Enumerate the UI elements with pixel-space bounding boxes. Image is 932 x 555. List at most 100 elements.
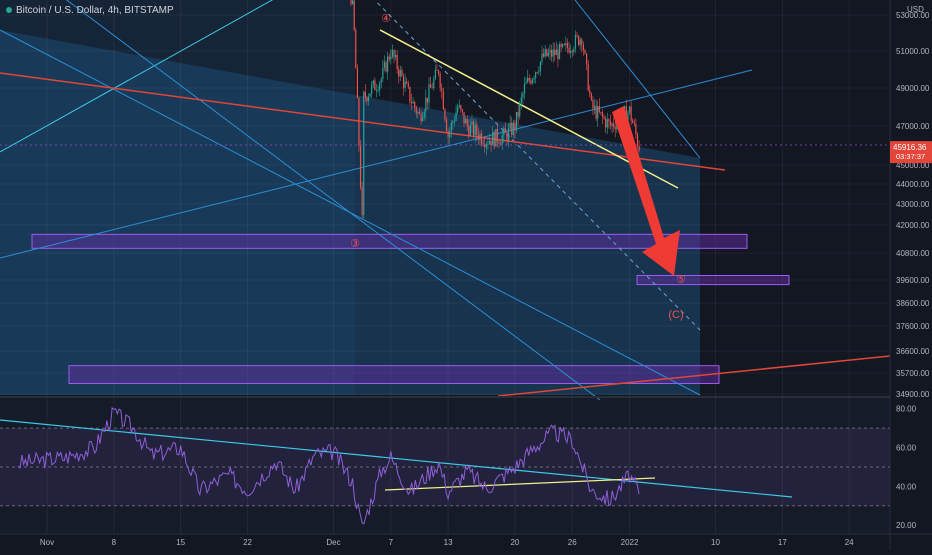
candle-body [394, 54, 397, 58]
candle-body [501, 135, 503, 144]
time-tick-label: Nov [40, 538, 54, 547]
candle-body [530, 80, 532, 84]
candle-body [401, 70, 403, 77]
candle-body [390, 56, 392, 60]
candle-body [527, 77, 529, 83]
candle-body [463, 112, 465, 124]
candle-body [420, 113, 422, 122]
candle-body [458, 105, 460, 108]
candle-body [517, 111, 519, 117]
price-zone[interactable] [68, 365, 720, 384]
candle-body [507, 127, 510, 141]
candle-body [597, 105, 599, 119]
candle-body [474, 124, 476, 136]
candle-body [465, 118, 467, 124]
candle-body [364, 91, 366, 98]
candle-body [613, 123, 615, 128]
rsi-trend-line-yellow[interactable] [384, 477, 656, 491]
wave-label: ⑤ [676, 274, 686, 286]
candle-body [433, 78, 435, 89]
candle-body [375, 90, 378, 91]
candle-body [503, 128, 505, 136]
candle-body [468, 126, 470, 136]
candle-body [359, 146, 362, 188]
time-tick-label: 17 [778, 538, 787, 547]
candle-body [608, 119, 610, 122]
candle-body [605, 118, 607, 128]
wave-label: ③ [350, 238, 360, 250]
candle-body [363, 91, 365, 216]
candle-body [471, 121, 473, 125]
red-support-line[interactable] [497, 355, 891, 397]
price-zone[interactable] [31, 233, 748, 249]
candle-body [550, 49, 553, 57]
candle-body [414, 101, 416, 108]
candle-body [447, 131, 449, 138]
chart-header: Bitcoin / U.S. Dollar, 4h, BITSTAMP [6, 5, 174, 16]
candle-body [581, 39, 583, 45]
candle-body [479, 133, 481, 140]
candle-body [431, 87, 433, 89]
channel-mid-dashed-line[interactable] [355, 0, 701, 331]
candle-body [418, 112, 421, 114]
rsi-trend-line-cyan[interactable] [0, 419, 793, 498]
candle-body [455, 112, 457, 121]
candle-body [426, 97, 429, 103]
price-tick-label: 51000.00 [896, 47, 930, 56]
price-tick-label: 47000.00 [896, 122, 930, 131]
currency-label: USD [907, 5, 924, 14]
candle-body [353, 0, 355, 30]
candle-body [585, 53, 588, 64]
candle-body [436, 69, 438, 71]
candle-body [536, 72, 538, 74]
candle-body [393, 50, 395, 58]
candle-body [382, 67, 384, 79]
price-tick-label: 45000.00 [896, 161, 930, 170]
price-zone[interactable] [636, 275, 790, 286]
candle-body [358, 98, 360, 147]
yellow-wedge-line[interactable] [379, 29, 679, 189]
candle-body [407, 83, 409, 87]
candle-body [560, 44, 562, 47]
candle-body [372, 80, 374, 85]
price-tick-label: 49000.00 [896, 84, 930, 93]
candle-body [535, 72, 537, 78]
time-axis[interactable] [0, 534, 932, 550]
candle-body [609, 121, 612, 126]
candle-body [434, 69, 436, 79]
candle-body [369, 93, 371, 97]
candle-body [574, 34, 577, 49]
candle-body [590, 93, 592, 100]
candle-body [531, 79, 534, 84]
candle-body [519, 102, 521, 117]
price-tick-label: 40800.00 [896, 249, 930, 258]
candle-body [398, 69, 400, 77]
candle-body [399, 70, 401, 77]
time-tick-label: 7 [389, 538, 394, 547]
candle-body [450, 123, 452, 132]
candle-body [582, 44, 584, 51]
candle-body [367, 96, 370, 102]
forecast-arrow[interactable] [612, 106, 680, 276]
candle-body [492, 131, 494, 146]
left-shade [0, 0, 355, 395]
red-resistance-line[interactable] [0, 72, 726, 171]
lower-diagonal-line[interactable] [40, 0, 601, 401]
candle-body [410, 101, 413, 104]
rsi-pane-background [0, 398, 890, 534]
rising-trend-line[interactable] [0, 69, 753, 259]
candle-body [603, 116, 605, 119]
channel-upper-line[interactable] [574, 0, 701, 159]
candle-body [469, 124, 471, 136]
upper-cyan-line[interactable] [0, 0, 290, 153]
candle-body [538, 71, 540, 73]
candle-body [595, 105, 597, 119]
candle-body [379, 83, 381, 91]
price-axis[interactable] [890, 0, 932, 550]
candle-body [512, 122, 514, 135]
candle-body [504, 128, 506, 133]
candle-body [498, 142, 500, 144]
rsi-tick-label: 60.00 [896, 444, 917, 453]
